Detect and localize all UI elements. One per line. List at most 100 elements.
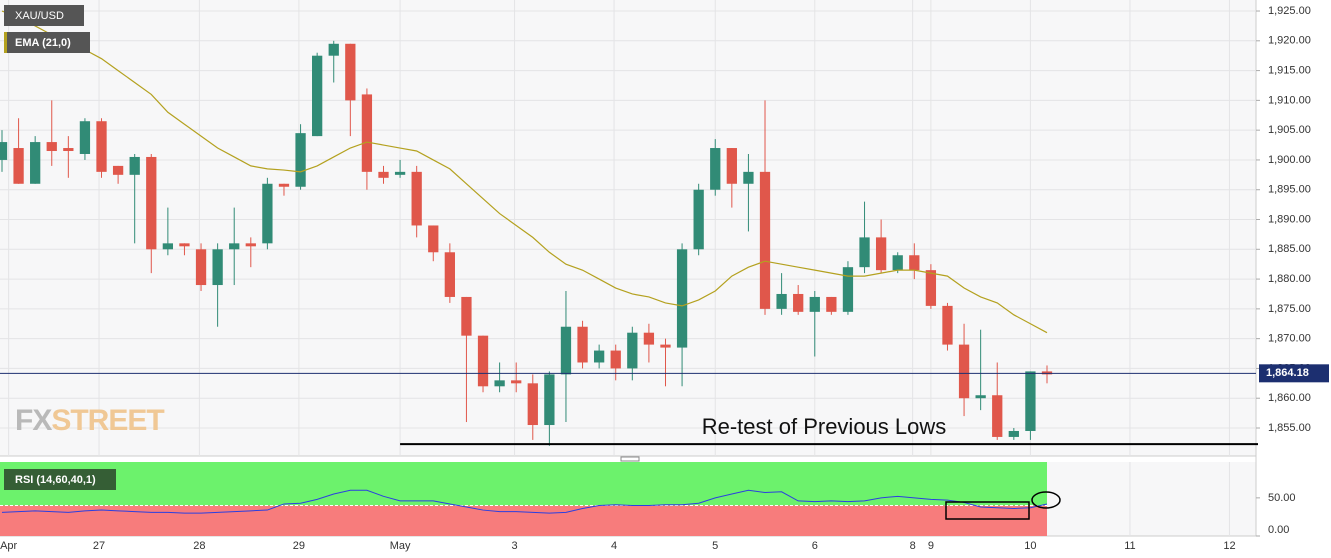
- x-tick-label: 29: [293, 540, 305, 552]
- candle-body: [361, 94, 373, 172]
- plot-bg: [0, 0, 1256, 456]
- candle-body: [859, 237, 870, 268]
- candle-body: [96, 121, 107, 172]
- highlight-circle: [1031, 491, 1061, 509]
- candle-body: [179, 243, 190, 247]
- candle-body: [245, 243, 256, 247]
- candle-body: [842, 267, 854, 312]
- candle-body: [428, 225, 439, 253]
- candle-body: [743, 171, 754, 184]
- candle-body: [593, 350, 605, 363]
- x-tick-label: Apr: [0, 540, 17, 552]
- legend-box: [4, 469, 116, 490]
- watermark-part: FX: [15, 404, 52, 437]
- candle-body: [146, 156, 157, 250]
- candle-body: [942, 305, 953, 345]
- price-tag: [1259, 364, 1329, 383]
- candle-body: [494, 380, 505, 387]
- y-tick-label: 1,925.00: [1268, 5, 1311, 17]
- candle-body: [710, 148, 721, 190]
- candle-body: [1008, 430, 1019, 437]
- rsi-panel: [0, 462, 1048, 536]
- candle-body: [312, 55, 323, 137]
- y-tick-label: 1,895.00: [1268, 184, 1311, 196]
- x-tick-label: 27: [93, 540, 105, 552]
- candle-body: [992, 395, 1003, 437]
- candle-body: [544, 374, 555, 426]
- y-tick-label: 1,905.00: [1268, 124, 1311, 136]
- x-tick-label: 12: [1223, 540, 1235, 552]
- candle-body: [295, 133, 306, 187]
- candle-body: [892, 255, 903, 271]
- candle-body: [975, 395, 986, 399]
- candle-body: [112, 165, 124, 175]
- resize-handle[interactable]: [620, 456, 640, 462]
- candle-body: [477, 335, 489, 387]
- y-tick-label: 1,860.00: [1268, 392, 1311, 404]
- candle-body: [129, 156, 140, 175]
- y-tick-label: 1,910.00: [1268, 94, 1311, 106]
- y-tick-label: 1,890.00: [1268, 213, 1311, 225]
- x-tick-label: 3: [511, 540, 517, 552]
- candle-body: [759, 171, 771, 309]
- candle-body: [560, 326, 572, 375]
- candle-body: [195, 249, 207, 286]
- y-tick-label: 1,920.00: [1268, 35, 1311, 47]
- candle-body: [726, 148, 737, 184]
- candle-body: [627, 332, 638, 369]
- candle-body: [229, 243, 240, 250]
- candle-body: [577, 326, 588, 363]
- x-tick-label: 6: [812, 540, 818, 552]
- candle-body: [643, 332, 655, 345]
- legend-swatch: [4, 32, 7, 53]
- candle-body: [660, 344, 671, 348]
- x-tick-label: 28: [193, 540, 205, 552]
- candle-body: [46, 142, 57, 152]
- y-tick-label: 1,900.00: [1268, 154, 1311, 166]
- candle-body: [262, 183, 273, 244]
- y-tick-label: 1,870.00: [1268, 333, 1311, 345]
- rsi-line: [1, 489, 1048, 514]
- x-tick-label: May: [390, 540, 411, 552]
- candle-body: [394, 171, 406, 175]
- candle-body: [328, 43, 339, 56]
- candle-body: [345, 43, 356, 101]
- candle-body: [461, 296, 472, 336]
- y-tick-label: 1,885.00: [1268, 243, 1311, 255]
- candle-body: [1025, 371, 1036, 431]
- candle-body: [63, 148, 74, 152]
- candle-body: [925, 270, 937, 306]
- y-tick-label: 1,875.00: [1268, 303, 1311, 315]
- candle-body: [875, 237, 887, 271]
- candle-body: [776, 293, 787, 309]
- y-tick-label: 50.00: [1268, 492, 1296, 504]
- watermark-part: STREET: [51, 404, 164, 437]
- candle-body: [809, 296, 820, 312]
- x-tick-label: 8: [910, 540, 916, 552]
- x-tick-label: 10: [1024, 540, 1036, 552]
- legend-label: XAU/USD: [15, 10, 64, 22]
- price-label: 1,864.18: [1266, 367, 1309, 379]
- candle-body: [511, 380, 522, 384]
- candle-body: [411, 171, 422, 226]
- legend-box: [4, 32, 90, 53]
- ema-line: [1, 10, 1048, 334]
- candle-body: [444, 252, 455, 297]
- candle-body: [909, 255, 920, 271]
- rsi-lower-band: [0, 505, 1047, 536]
- rsi-upper-band: [0, 462, 1047, 506]
- y-tick-label: 0.00: [1268, 524, 1289, 536]
- candle-body: [527, 383, 538, 426]
- candle-body: [378, 171, 389, 178]
- candle-body: [30, 142, 41, 184]
- annotation: Re-test of Previous Lows: [702, 414, 947, 439]
- y-tick-label: 1,915.00: [1268, 64, 1311, 76]
- candle-body: [826, 296, 837, 312]
- candle-body: [278, 183, 290, 187]
- x-tick-label: 5: [712, 540, 718, 552]
- highlight-box: [945, 501, 1030, 520]
- x-tick-label: 9: [928, 540, 934, 552]
- candle-body: [162, 243, 174, 250]
- candle-body: [676, 249, 688, 348]
